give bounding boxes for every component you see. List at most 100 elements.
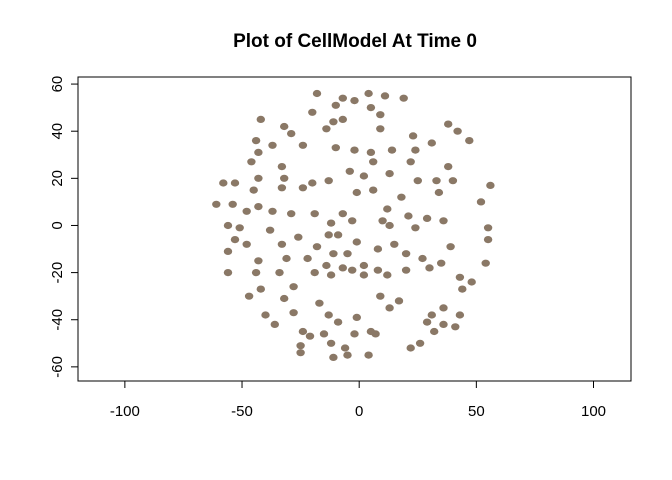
data-point [298,141,308,149]
data-point [401,250,411,258]
data-point [376,292,385,300]
data-point [312,89,322,98]
data-point [256,285,265,293]
data-point [385,170,394,178]
data-point [223,221,233,230]
data-point [352,188,361,197]
x-tick-label: 50 [468,403,485,420]
data-point [223,247,233,255]
data-point [326,271,336,279]
data-point [242,207,251,215]
data-point [310,269,319,277]
data-point [277,240,287,248]
data-point [439,320,448,328]
data-point [350,146,359,154]
y-tick-label: -20 [49,262,66,284]
data-point [254,257,263,265]
data-point [298,327,308,336]
chart-title: Plot of CellModel At Time 0 [233,31,477,52]
data-point [235,224,244,232]
data-point [467,278,476,286]
x-tick-label: 100 [581,403,606,420]
data-point [251,269,261,277]
data-point [369,186,378,194]
data-point [324,311,333,319]
y-tick-label: 60 [49,76,66,93]
data-point [343,351,352,359]
data-point [366,104,376,112]
data-point [427,311,436,319]
y-tick-label: 0 [49,221,66,229]
data-point [338,264,347,272]
data-point [331,144,340,152]
data-point [458,285,467,293]
data-point [432,177,441,185]
data-point [406,344,415,352]
data-point [352,313,361,321]
data-point [425,264,434,272]
data-point [275,269,284,277]
data-point [310,210,319,218]
data-point [280,174,289,182]
data-point [383,205,392,213]
data-point [322,261,331,270]
data-point [256,115,265,123]
data-point [289,283,298,291]
data-point [308,108,317,116]
data-point [380,92,390,100]
data-point [376,125,385,133]
data-point [244,292,254,300]
data-point [282,254,291,263]
x-tick-label: -50 [231,403,253,420]
data-point [289,309,298,317]
data-point [331,101,340,109]
data-point [444,163,453,171]
data-point [326,219,336,227]
data-point [280,294,289,303]
data-point [329,118,338,126]
data-point [303,254,312,263]
data-point [350,97,359,105]
data-point [483,224,493,232]
data-point [437,259,446,267]
data-point [359,271,369,279]
data-point [265,226,275,234]
data-point [296,342,305,350]
data-point [338,94,347,102]
y-tick-label: 40 [49,123,66,140]
data-point [481,259,490,267]
data-point [444,120,453,128]
data-point [418,254,427,263]
data-point [228,200,237,208]
data-point [434,188,444,197]
data-point [385,221,394,230]
data-point [455,273,465,281]
data-point [413,177,422,185]
data-point [251,137,261,145]
data-point [324,231,333,239]
data-point [294,233,303,241]
data-point [455,311,465,319]
data-point [268,141,277,149]
data-point [338,115,347,123]
data-point [394,297,404,305]
data-point [486,181,495,189]
y-tick-label: -40 [49,309,66,331]
data-point [369,158,378,166]
data-point [219,179,228,187]
data-point [348,266,357,274]
data-point [223,269,233,277]
data-point [280,122,289,131]
data-point [378,217,387,225]
data-point [352,238,361,246]
data-point [373,245,383,253]
data-point [430,327,439,336]
data-points [212,89,495,361]
data-point [439,304,448,312]
data-point [376,111,385,119]
data-point [326,339,336,347]
data-point [385,304,394,312]
data-point [315,299,324,307]
data-point [247,158,256,166]
data-point [230,236,240,244]
